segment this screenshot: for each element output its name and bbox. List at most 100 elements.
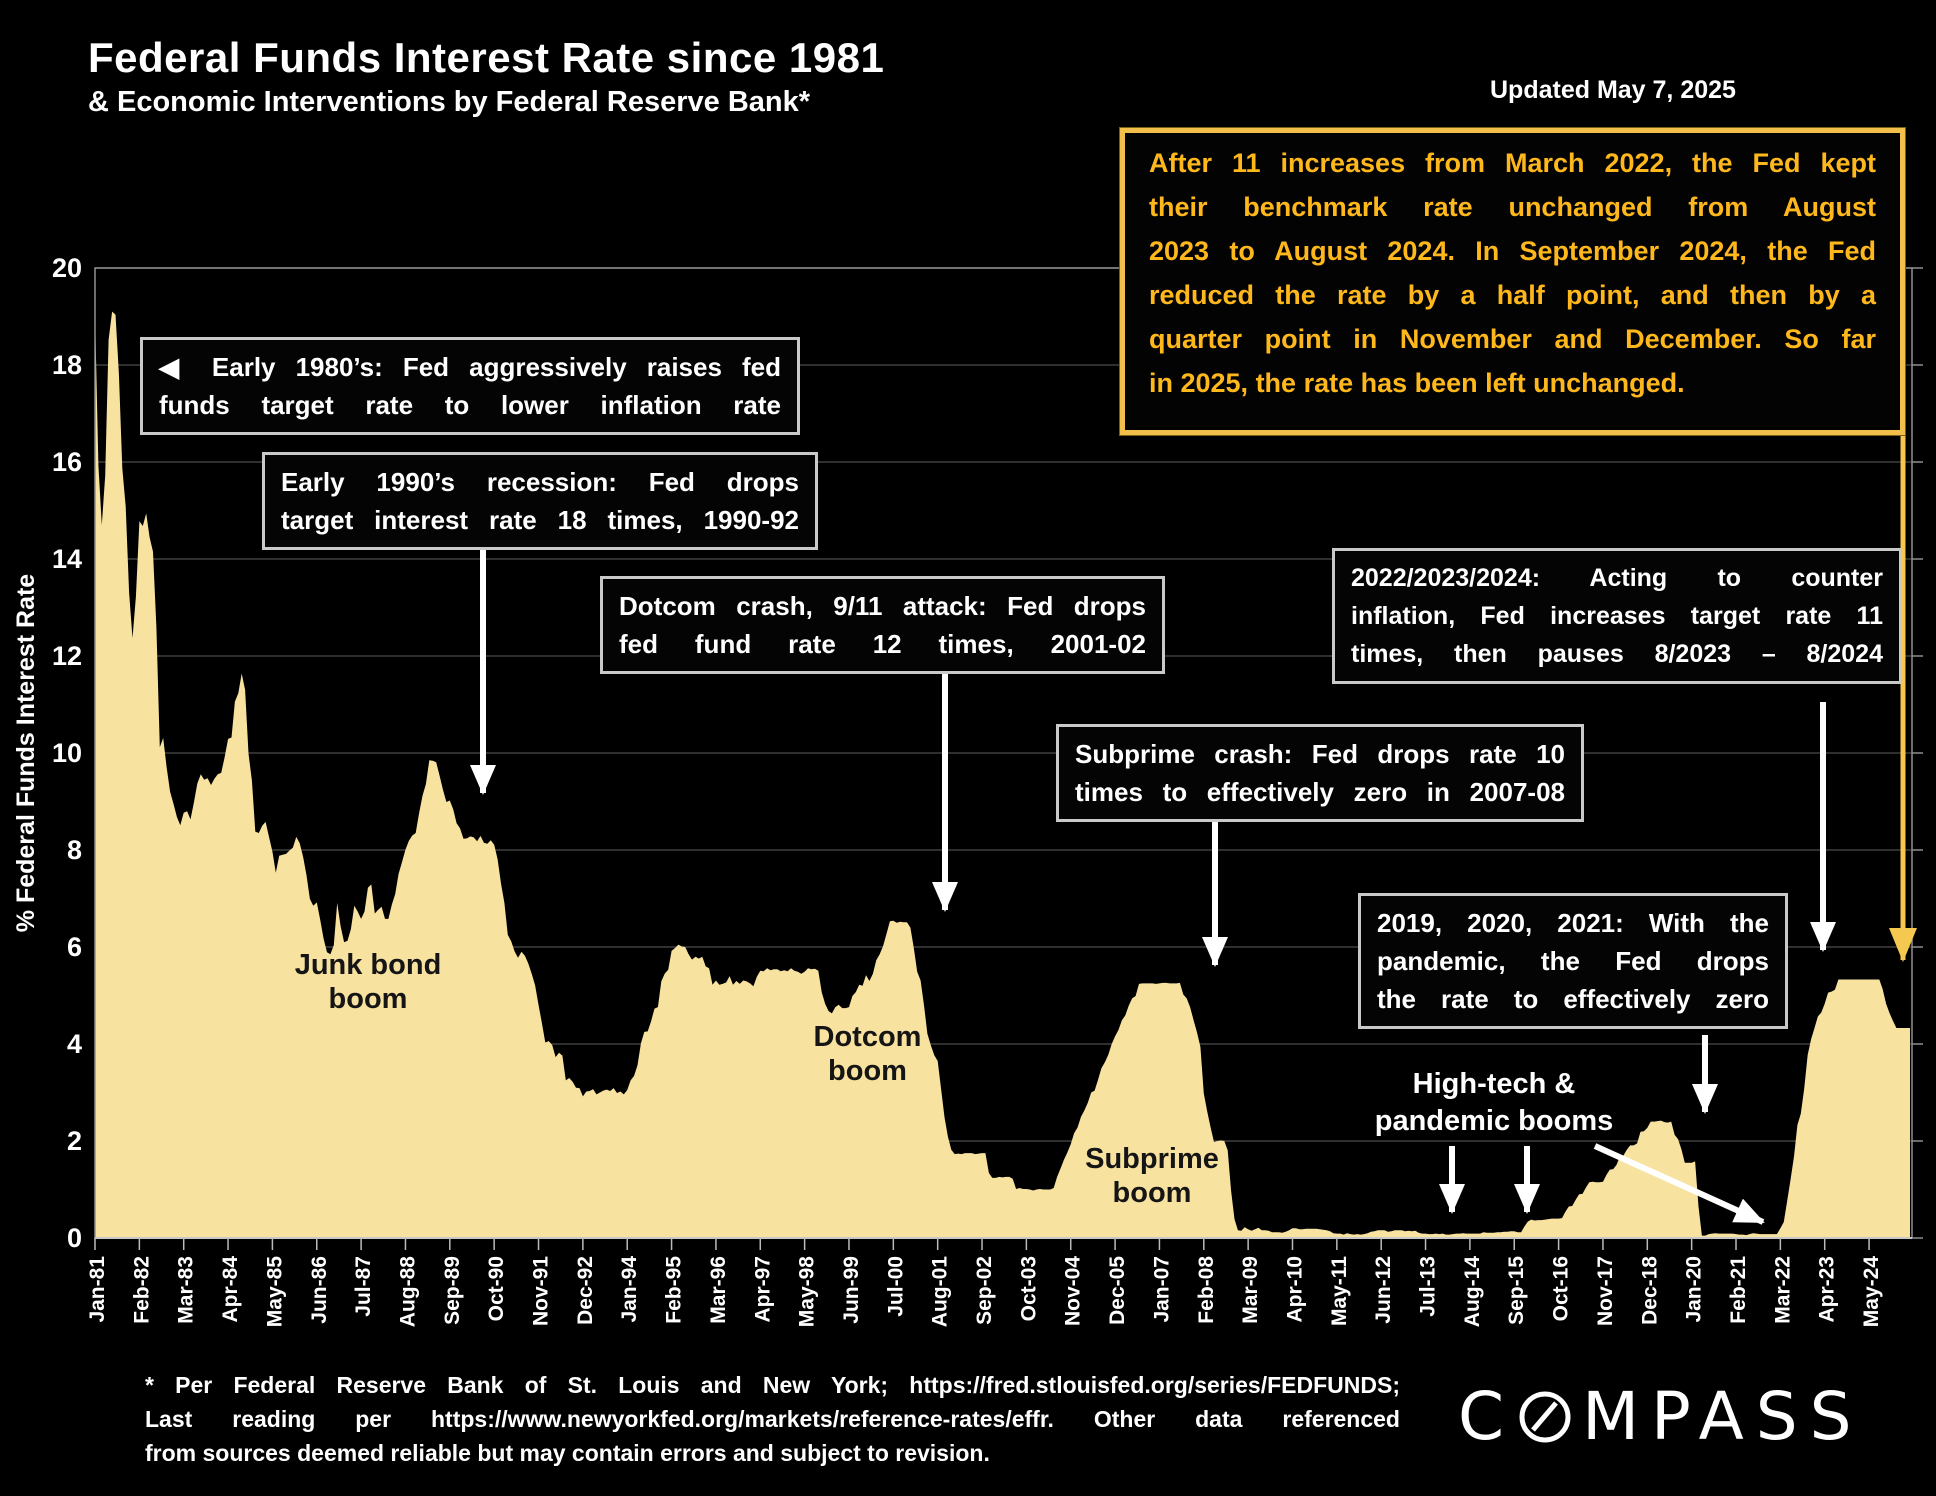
x-tick-label: Aug-14 bbox=[1461, 1256, 1484, 1327]
x-tick-label: May-24 bbox=[1860, 1256, 1883, 1328]
x-tick-label: Jan-07 bbox=[1150, 1256, 1173, 1323]
y-axis-labels: 0 2 4 6 8 10 12 14 16 18 20 % Federal Funds Interes… bbox=[12, 253, 82, 1253]
label-line: boom bbox=[828, 1055, 907, 1087]
x-tick-label: Jun-12 bbox=[1372, 1256, 1395, 1324]
annotation-line: the rate to effectively zero bbox=[1377, 984, 1769, 1014]
rate-area-series bbox=[95, 311, 1910, 1239]
x-tick-label: May-85 bbox=[263, 1256, 286, 1328]
label-line: Junk bond bbox=[294, 949, 442, 981]
annotation-early-1980s: ◀ Early 1980’s: Fed aggressively raises … bbox=[140, 337, 800, 435]
x-tick-label: Sep-02 bbox=[973, 1256, 996, 1325]
x-tick-label: Nov-04 bbox=[1062, 1256, 1085, 1326]
annotation-line: Dotcom crash, 9/11 attack: Fed drops bbox=[619, 591, 1146, 621]
annotation-line: pandemic, the Fed drops bbox=[1377, 946, 1769, 976]
x-tick-label: Jul-13 bbox=[1417, 1256, 1440, 1317]
label-line: High-tech & bbox=[1412, 1068, 1576, 1100]
label-subprime-boom: Subprime boom bbox=[1052, 1142, 1252, 1210]
footer-line: from sources deemed reliable but may con… bbox=[145, 1440, 990, 1466]
x-tick-label: May-98 bbox=[796, 1256, 819, 1328]
annotation-line: times, then pauses 8/2023 – 8/2024 bbox=[1351, 640, 1883, 668]
x-tick-label: Nov-91 bbox=[530, 1256, 553, 1326]
annotation-line: fed fund rate 12 times, 2001-02 bbox=[619, 629, 1146, 659]
x-tick-label: Aug-88 bbox=[396, 1256, 419, 1327]
x-axis-labels: Jan-81 Feb-82 Mar-83 Apr-84 May-85 Jun-86 Jul-… bbox=[86, 1238, 1883, 1327]
label-dotcom-boom: Dotcom boom bbox=[775, 1020, 960, 1088]
annotation-line: Early 1990’s recession: Fed drops bbox=[281, 467, 799, 497]
label-junk-bond-boom: Junk bond boom bbox=[268, 948, 468, 1016]
x-tick-label: Apr-10 bbox=[1283, 1256, 1306, 1323]
annotation-line: Subprime crash: Fed drops rate 10 bbox=[1075, 739, 1565, 769]
y-tick-label: 2 bbox=[67, 1126, 82, 1156]
compass-logo: C MPASS bbox=[1458, 1378, 1864, 1455]
annotation-early-1990s: Early 1990’s recession: Fed drops target… bbox=[262, 452, 818, 550]
label-line: Dotcom bbox=[813, 1021, 922, 1053]
footer-line: Last reading per https://www.newyorkfed.… bbox=[145, 1406, 1400, 1432]
y-tick-label: 14 bbox=[52, 544, 82, 574]
x-tick-label: Jul-00 bbox=[884, 1256, 907, 1317]
x-tick-label: Feb-21 bbox=[1727, 1256, 1750, 1324]
y-tick-label: 20 bbox=[52, 253, 82, 283]
page-title: Federal Funds Interest Rate since 1981 bbox=[88, 34, 885, 81]
label-line: pandemic booms bbox=[1374, 1105, 1614, 1137]
callout-line: After 11 increases from March 2022, the … bbox=[1149, 148, 1876, 178]
y-tick-label: 4 bbox=[67, 1029, 82, 1059]
annotation-line: target interest rate 18 times, 1990-92 bbox=[281, 505, 799, 535]
logo-letter-c: C bbox=[1458, 1378, 1517, 1455]
x-tick-label: Apr-97 bbox=[751, 1256, 774, 1323]
page-subtitle: & Economic Interventions by Federal Rese… bbox=[88, 86, 811, 118]
x-tick-label: Aug-01 bbox=[929, 1256, 952, 1327]
x-tick-label: Jun-99 bbox=[840, 1256, 863, 1324]
x-tick-label: Jan-20 bbox=[1683, 1256, 1706, 1323]
x-tick-label: Dec-92 bbox=[574, 1256, 597, 1325]
compass-slashed-o-icon bbox=[1519, 1391, 1571, 1442]
plot-frame bbox=[94, 267, 1923, 1239]
x-tick-label: Jul-87 bbox=[352, 1256, 375, 1317]
x-tick-label: Mar-09 bbox=[1239, 1256, 1262, 1324]
callout-line: 2023 to August 2024. In September 2024, … bbox=[1149, 236, 1876, 266]
x-tick-label: Mar-83 bbox=[175, 1256, 198, 1324]
x-tick-label: Dec-18 bbox=[1638, 1256, 1661, 1325]
updated-date: Updated May 7, 2025 bbox=[1490, 76, 1736, 104]
annotation-arrows bbox=[470, 433, 1917, 1225]
y-tick-label: 12 bbox=[52, 641, 82, 671]
x-tick-label: May-11 bbox=[1328, 1256, 1351, 1326]
annotation-line: funds target rate to lower inflation rat… bbox=[159, 390, 781, 420]
source-disclaimer: * Per Federal Reserve Bank of St. Louis … bbox=[145, 1368, 1400, 1470]
callout-line: quarter point in November and December. … bbox=[1149, 324, 1876, 354]
callout-line: in 2025, the rate has been left unchange… bbox=[1149, 368, 1685, 398]
y-tick-label: 18 bbox=[52, 350, 82, 380]
label-hightech-pandemic-booms: High-tech & pandemic booms bbox=[1344, 1066, 1644, 1140]
label-line: boom bbox=[328, 983, 408, 1015]
annotation-subprime-crash: Subprime crash: Fed drops rate 10 times … bbox=[1056, 724, 1584, 822]
x-tick-label: Jun-86 bbox=[308, 1256, 331, 1324]
x-tick-label: Jan-81 bbox=[86, 1256, 109, 1323]
x-tick-label: Sep-89 bbox=[441, 1256, 464, 1325]
footer-line: * Per Federal Reserve Bank of St. Louis … bbox=[145, 1372, 1400, 1398]
label-line: Subprime bbox=[1085, 1143, 1219, 1175]
y-tick-label: 8 bbox=[67, 835, 82, 865]
y-tick-label: 6 bbox=[67, 932, 82, 962]
y-tick-label: 16 bbox=[52, 447, 82, 477]
fed-funds-rate-area bbox=[95, 311, 1910, 1239]
x-tick-label: Oct-03 bbox=[1017, 1256, 1040, 1321]
annotation-line: ◀ Early 1980’s: Fed aggressively raises … bbox=[159, 352, 781, 382]
x-tick-label: Jan-94 bbox=[618, 1256, 641, 1323]
annotation-dotcom-crash: Dotcom crash, 9/11 attack: Fed drops fed… bbox=[600, 576, 1165, 674]
callout-2025-summary: After 11 increases from March 2022, the … bbox=[1120, 128, 1905, 435]
x-tick-label: Feb-82 bbox=[130, 1256, 153, 1324]
y-tick-label: 0 bbox=[67, 1223, 82, 1253]
annotation-line: inflation, Fed increases target rate 11 bbox=[1351, 602, 1883, 630]
callout-line: their benchmark rate unchanged from Augu… bbox=[1149, 192, 1876, 222]
annotation-line: 2022/2023/2024: Acting to counter bbox=[1351, 564, 1883, 592]
x-tick-label: Nov-17 bbox=[1594, 1256, 1617, 1326]
arrow-pandemic-boom-diagonal bbox=[1593, 1143, 1765, 1225]
x-tick-label: Dec-05 bbox=[1106, 1256, 1129, 1325]
annotation-line: times to effectively zero in 2007-08 bbox=[1075, 777, 1565, 807]
x-tick-label: Sep-15 bbox=[1505, 1256, 1528, 1325]
label-line: boom bbox=[1112, 1177, 1192, 1209]
x-tick-label: Mar-22 bbox=[1771, 1256, 1794, 1324]
x-tick-label: Mar-96 bbox=[707, 1256, 730, 1324]
logo-letters-mpass: MPASS bbox=[1582, 1378, 1864, 1455]
